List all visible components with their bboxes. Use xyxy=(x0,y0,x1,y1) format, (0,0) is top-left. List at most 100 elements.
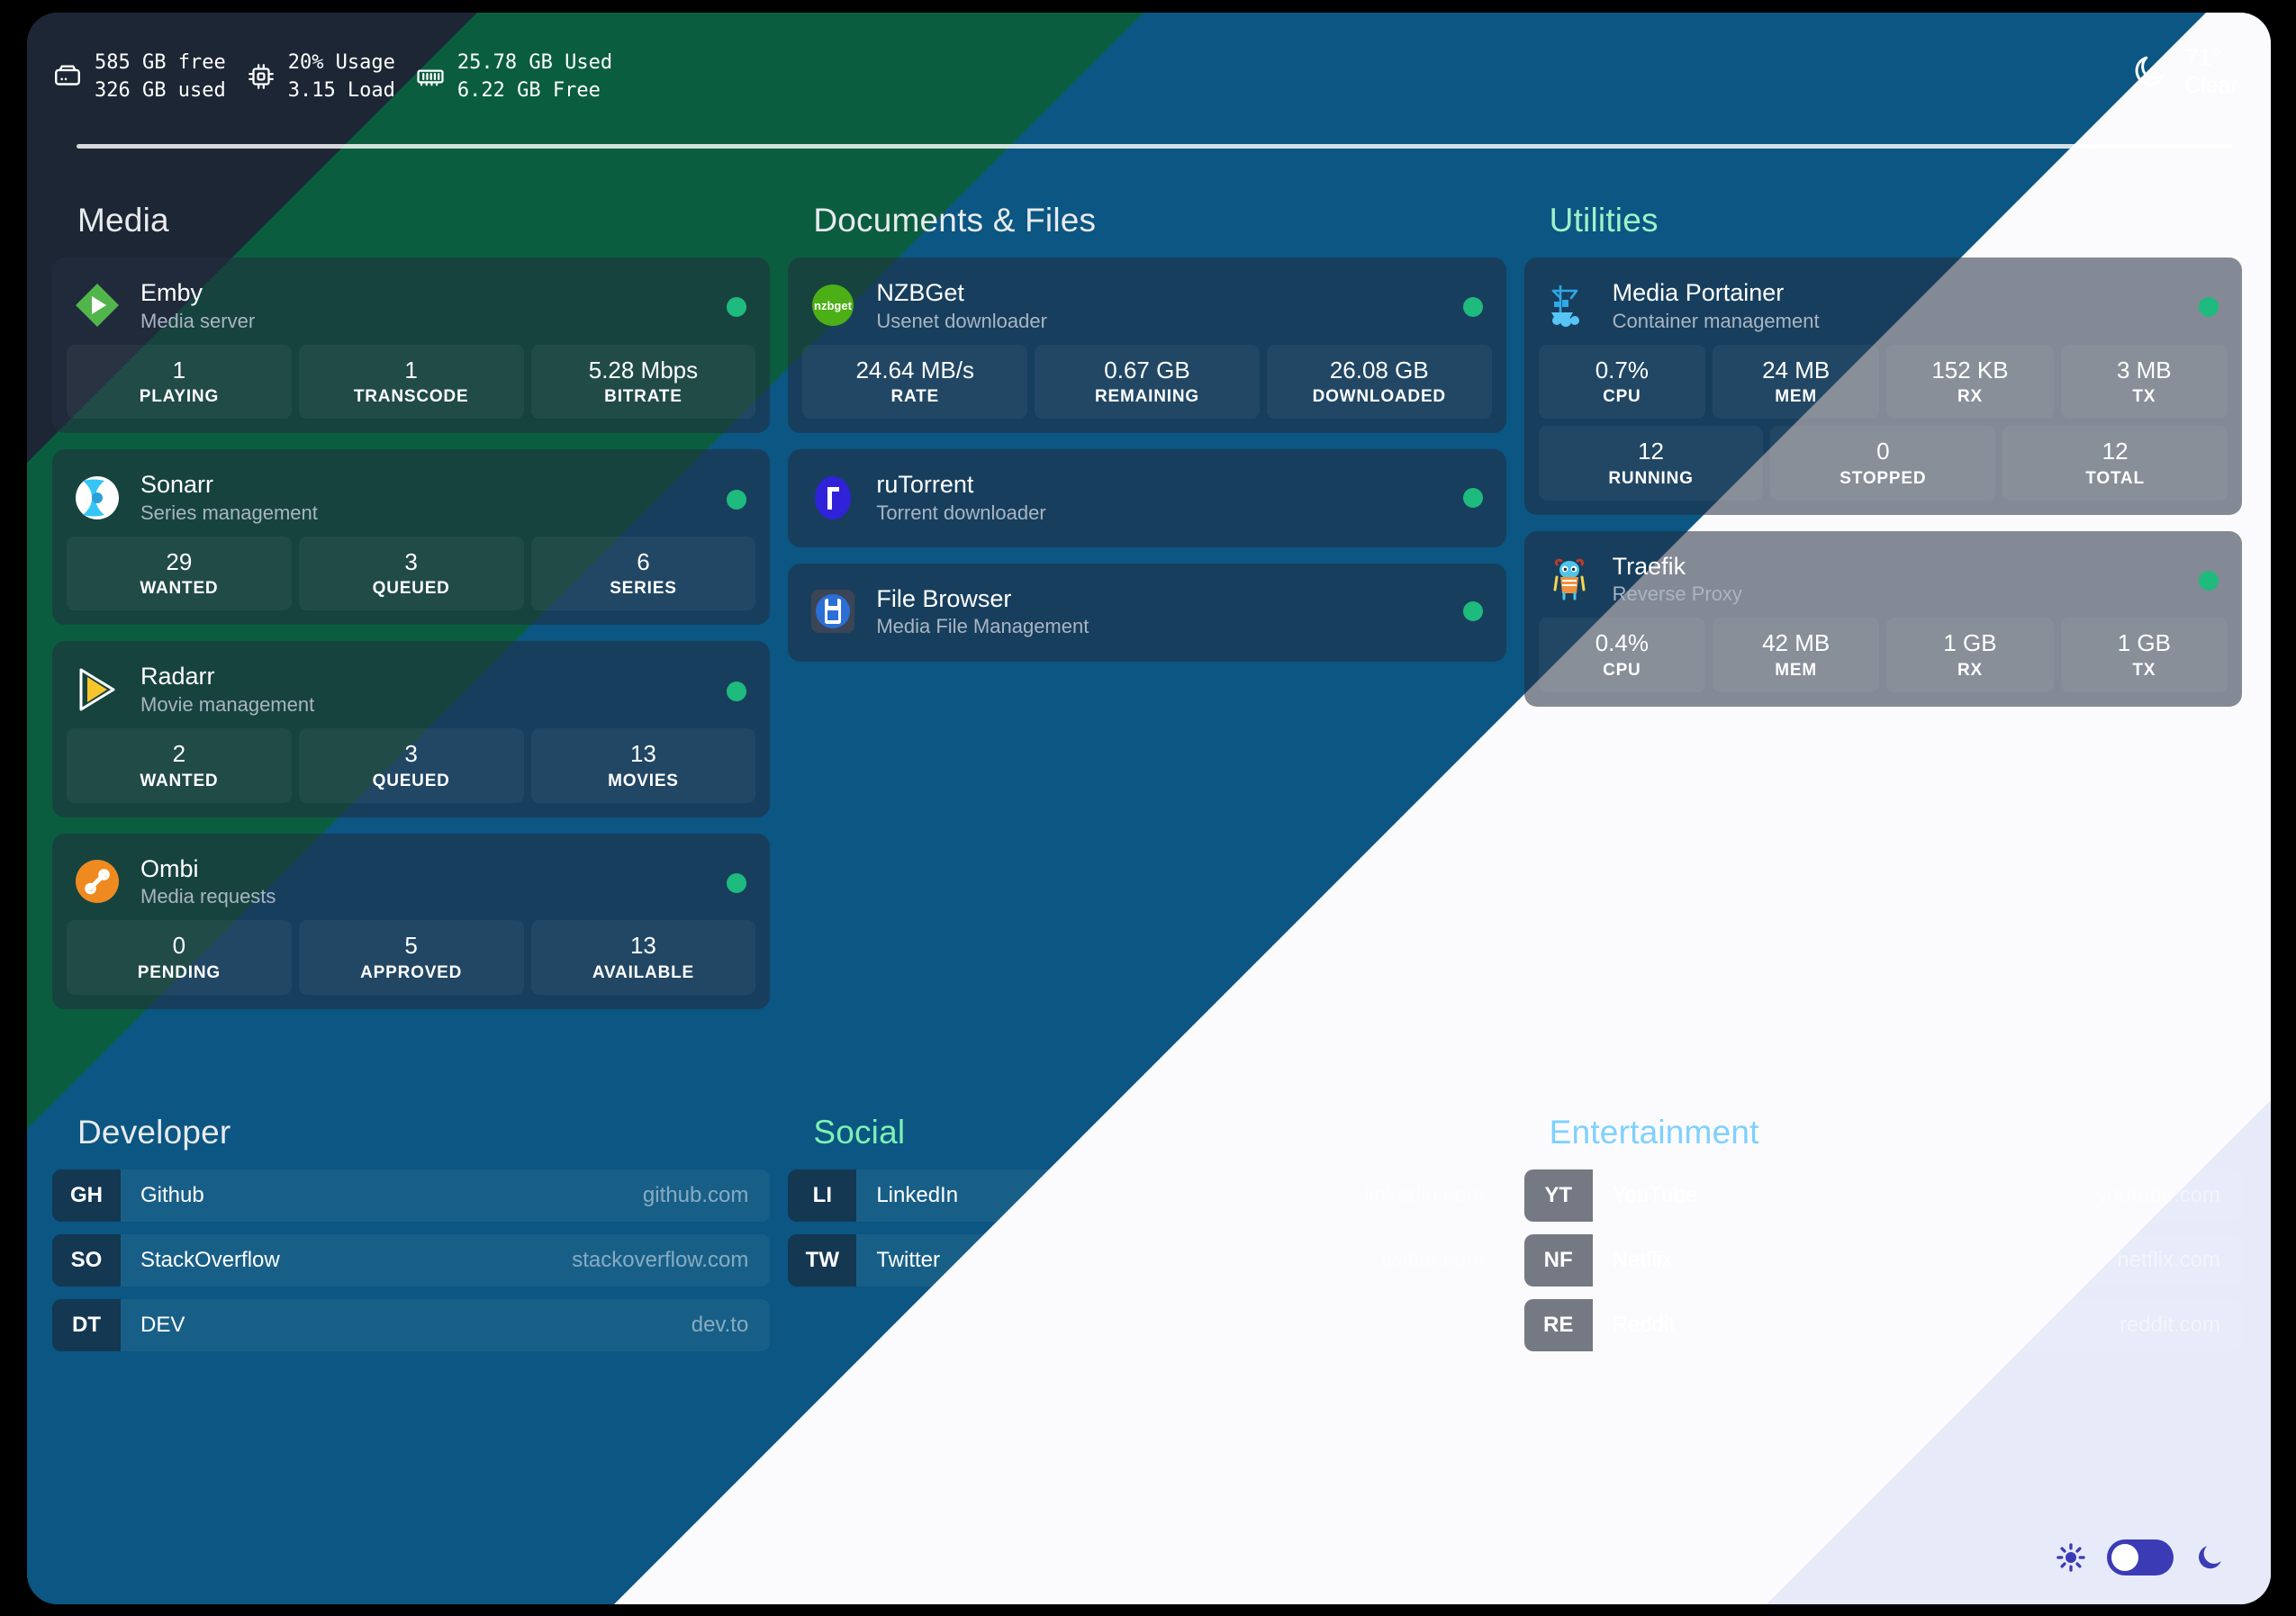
service-card-traefik[interactable]: Traefik Reverse Proxy 0.4% CPU 42 MB MEM xyxy=(1523,530,2242,707)
stat-mem: 42 MB MEM xyxy=(1712,618,1880,692)
weather-widget: 71° Clear xyxy=(2130,43,2238,99)
stat-value: 2 xyxy=(172,740,186,768)
stat-total: 12 TOTAL xyxy=(2002,426,2228,501)
stat-value: 13 xyxy=(629,932,656,960)
service-card-rutorrent[interactable]: ruTorrent Torrent downloader xyxy=(788,449,1506,547)
bookmark-url: netflix.com xyxy=(2117,1247,2220,1272)
stat-transcode: 1 TRANSCODE xyxy=(298,344,524,420)
bookmark-url: stackoverflow.com xyxy=(572,1247,749,1272)
theme-toggle-group[interactable] xyxy=(2055,1539,2226,1575)
stat-label: CPU xyxy=(1603,387,1641,407)
stat-remaining: 0.67 GB REMAINING xyxy=(1035,344,1260,420)
hard-drive-icon xyxy=(52,61,83,92)
dashboard-frame: 585 GB free 326 GB used 20% Usage 3.15 L… xyxy=(27,13,2271,1604)
theme-switch[interactable] xyxy=(2107,1539,2174,1575)
stat-label: MOVIES xyxy=(608,771,679,790)
service-name: Ombi xyxy=(140,854,199,882)
group-entertainment: Entertainment YT YouTube youtube.com NF … xyxy=(1523,1114,2242,1364)
service-name: NZBGet xyxy=(876,279,964,306)
bookmark-name: Netflix xyxy=(1612,1247,1673,1272)
theme-switch-knob[interactable] xyxy=(2111,1544,2138,1571)
stat-label: CPU xyxy=(1603,660,1641,680)
stat-label: RATE xyxy=(890,387,939,407)
service-name: Emby xyxy=(140,279,203,306)
bookmark-netflix[interactable]: NF Netflix netflix.com xyxy=(1523,1233,2242,1286)
service-name: ruTorrent xyxy=(876,471,974,499)
status-indicator xyxy=(727,681,747,701)
stat-label: PENDING xyxy=(137,962,221,982)
portainer-icon xyxy=(1544,280,1595,330)
stat-value: 26.08 GB xyxy=(1329,356,1429,384)
bookmark-url: linkedin.com xyxy=(1364,1182,1485,1207)
moon-icon[interactable] xyxy=(2193,1541,2226,1574)
service-card-sonarr[interactable]: Sonarr Series management 29 WANTED 3 QUE… xyxy=(52,449,771,626)
stat-label: REMAINING xyxy=(1095,387,1199,407)
bookmark-url: dev.to xyxy=(691,1312,749,1337)
stat-value: 24 MB xyxy=(1762,356,1830,384)
service-stats: 0.7% CPU 24 MB MEM 152 KB RX 3 MB xyxy=(1538,344,2228,420)
service-stats-secondary: 12 RUNNING 0 STOPPED 12 TOTAL xyxy=(1538,426,2228,501)
sun-icon[interactable] xyxy=(2055,1541,2087,1574)
service-stats: 2 WANTED 3 QUEUED 13 MOVIES xyxy=(67,728,756,803)
service-card-radarr[interactable]: Radarr Movie management 2 WANTED 3 QUEUE… xyxy=(52,641,771,817)
bookmark-dev[interactable]: DT DEV dev.to xyxy=(52,1298,771,1351)
bookmark-stackoverflow[interactable]: SO StackOverflow stackoverflow.com xyxy=(52,1233,771,1286)
bookmark-url: youtube.com xyxy=(2096,1182,2220,1207)
stat-value: 29 xyxy=(166,547,193,575)
service-description: Media requests xyxy=(140,885,276,908)
bookmark-github[interactable]: GH Github github.com xyxy=(52,1169,771,1222)
bookmark-reddit[interactable]: RE Reddit reddit.com xyxy=(1523,1298,2242,1351)
bookmark-abbr: YT xyxy=(1523,1169,1593,1222)
group-developer: Developer GH Github github.com SO StackO… xyxy=(52,1114,771,1364)
status-indicator xyxy=(1462,601,1483,622)
bookmark-abbr: LI xyxy=(788,1169,857,1222)
service-card-media-portainer[interactable]: Media Portainer Container management 0.7… xyxy=(1523,257,2242,515)
disk-free-text: 585 GB free xyxy=(95,51,226,74)
status-indicator xyxy=(727,489,747,510)
stat-label: TRANSCODE xyxy=(353,387,469,407)
system-info-bar: 585 GB free 326 GB used 20% Usage 3.15 L… xyxy=(52,49,612,104)
service-card-ombi[interactable]: Ombi Media requests 0 PENDING 5 APPROVED xyxy=(52,833,771,1009)
stat-label: TOTAL xyxy=(2085,468,2145,488)
stat-series: 6 SERIES xyxy=(530,536,756,611)
weather-temperature: 71° xyxy=(2184,44,2222,71)
group-social: Social LI LinkedIn linkedin.com TW Twitt… xyxy=(788,1114,1506,1364)
bookmark-linkedin[interactable]: LI LinkedIn linkedin.com xyxy=(788,1169,1506,1222)
group-title-media: Media xyxy=(77,202,169,239)
stat-value: 1 xyxy=(172,356,186,384)
stat-tx: 3 MB TX xyxy=(2060,344,2228,420)
stat-label: RX xyxy=(1957,660,1983,680)
memory-icon xyxy=(415,61,446,92)
cpu-stat: 20% Usage 3.15 Load xyxy=(246,49,395,104)
service-header: Emby Media server xyxy=(67,270,755,345)
cpu-usage-text: 20% Usage xyxy=(287,51,395,74)
bookmark-youtube[interactable]: YT YouTube youtube.com xyxy=(1523,1169,2242,1222)
group-documents: Documents & Files nzbget NZBGet Usenet d xyxy=(788,202,1506,1025)
bookmark-twitter[interactable]: TW Twitter twitter.com xyxy=(788,1233,1506,1286)
group-utilities: Utilities xyxy=(1523,202,2242,1025)
stat-available: 13 AVAILABLE xyxy=(530,920,756,995)
bookmark-name: StackOverflow xyxy=(140,1247,280,1272)
stat-value: 24.64 MB/s xyxy=(855,356,974,384)
stat-value: 0 xyxy=(172,932,186,960)
service-name: Media Portainer xyxy=(1612,279,1785,306)
stat-downloaded: 26.08 GB DOWNLOADED xyxy=(1266,344,1492,420)
service-header: Traefik Reverse Proxy xyxy=(1539,544,2228,618)
service-card-file-browser[interactable]: File Browser Media File Management xyxy=(788,563,1506,662)
stat-rate: 24.64 MB/s RATE xyxy=(802,344,1028,420)
service-description: Reverse Proxy xyxy=(1612,582,1742,606)
service-card-emby[interactable]: Emby Media server 1 PLAYING 1 TRANSCODE xyxy=(52,257,771,434)
stat-value: 3 xyxy=(404,547,418,575)
service-header: File Browser Media File Management xyxy=(802,576,1491,647)
bookmark-abbr: SO xyxy=(52,1233,121,1286)
stat-value: 3 MB xyxy=(2116,356,2172,384)
stat-value: 0 xyxy=(1876,438,1890,465)
status-indicator xyxy=(1462,297,1483,318)
bookmarks-row: Developer GH Github github.com SO StackO… xyxy=(52,1114,2242,1364)
service-card-nzbget[interactable]: nzbget NZBGet Usenet downloader 24.64 MB… xyxy=(788,257,1506,434)
service-header: Ombi Media requests xyxy=(67,846,755,921)
stat-bitrate: 5.28 Mbps BITRATE xyxy=(530,344,756,420)
service-stats: 24.64 MB/s RATE 0.67 GB REMAINING 26.08 … xyxy=(802,344,1492,420)
stat-running: 12 RUNNING xyxy=(1538,426,1764,501)
emby-icon xyxy=(72,280,122,330)
